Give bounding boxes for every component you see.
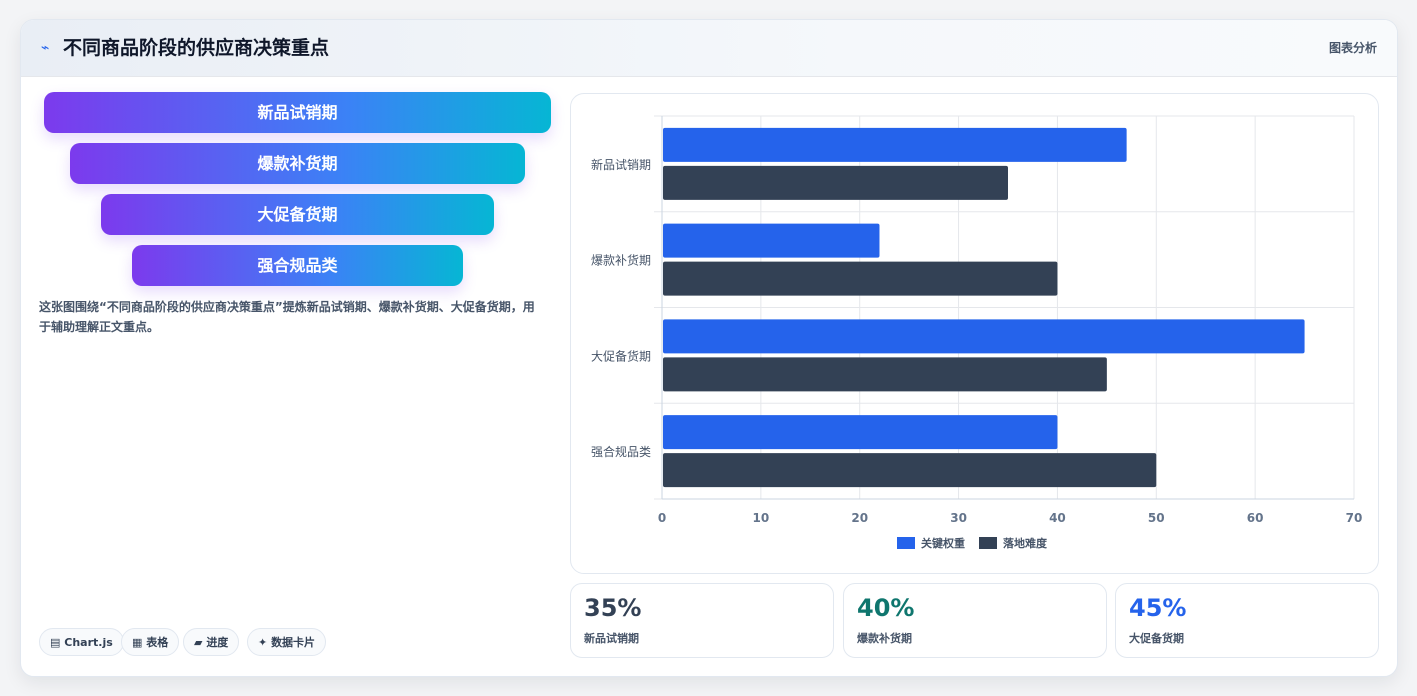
y-tick-label: 新品试销期 — [591, 157, 651, 172]
legend-label: 关键权重 — [921, 536, 965, 550]
y-tick-label: 大促备货期 — [591, 348, 651, 363]
chip-chartjs[interactable]: ▤ Chart.js — [39, 628, 124, 656]
x-tick-label: 60 — [1247, 511, 1264, 525]
funnel-step-2: 爆款补货期 — [70, 143, 525, 184]
y-tick-label: 强合规品类 — [591, 444, 651, 459]
table-icon: ▦ — [132, 636, 143, 649]
funnel-step-4: 强合规品类 — [132, 245, 463, 286]
card-header: ⌁ 不同商品阶段的供应商决策重点 图表分析 — [21, 20, 1397, 77]
bar-difficulty — [663, 357, 1107, 392]
x-tick-label: 0 — [658, 511, 666, 525]
bar-difficulty — [663, 261, 1058, 296]
bar-weight — [663, 415, 1058, 450]
x-tick-label: 20 — [851, 511, 868, 525]
legend-swatch — [897, 537, 915, 549]
funnel-step-3: 大促备货期 — [101, 194, 494, 235]
stat-card-1: 35% 新品试销期 — [570, 583, 834, 658]
sparkle-icon: ✦ — [258, 636, 268, 649]
page-title: 不同商品阶段的供应商决策重点 — [63, 37, 330, 59]
bar-weight — [663, 127, 1127, 162]
x-tick-label: 30 — [950, 511, 967, 525]
chip-label: 进度 — [206, 636, 229, 649]
chip-label: Chart.js — [64, 636, 113, 649]
bar-difficulty — [663, 453, 1157, 488]
chart-panel: 0 10 20 30 40 50 60 70 新品试销期爆款补货期大促备货期强合规品类关键权重 落… — [570, 93, 1379, 574]
x-tick-label: 50 — [1148, 511, 1165, 525]
bar-weight — [663, 319, 1305, 354]
stat-label: 大促备货期 — [1129, 632, 1184, 645]
funnel-step-1: 新品试销期 — [44, 92, 551, 133]
chip-table[interactable]: ▦ 表格 — [121, 628, 180, 656]
chart-icon: ▤ — [50, 636, 61, 649]
line-chart-icon: ⌁ — [41, 40, 50, 56]
y-tick-label: 爆款补货期 — [591, 253, 651, 268]
bar-difficulty — [663, 165, 1008, 200]
x-tick-label: 40 — [1049, 511, 1066, 525]
chip-data-card[interactable]: ✦ 数据卡片 — [247, 628, 327, 656]
chip-label: 表格 — [146, 636, 169, 649]
stat-label: 爆款补货期 — [857, 632, 912, 645]
chip-label: 数据卡片 — [271, 636, 316, 649]
stat-value: 45% — [1129, 594, 1187, 622]
progress-icon: ▰ — [194, 636, 203, 649]
stat-value: 35% — [584, 594, 642, 622]
chart-caption: 这张图围绕“不同商品阶段的供应商决策重点”提炼新品试销期、爆款补货期、大促备货期… — [39, 300, 535, 334]
chart-analysis-label: 图表分析 — [1328, 41, 1377, 55]
chip-progress[interactable]: ▰ 进度 — [183, 628, 240, 656]
stat-value: 40% — [857, 594, 915, 622]
stat-card-3: 45% 大促备货期 — [1115, 583, 1379, 658]
main-card: ⌁ 不同商品阶段的供应商决策重点 图表分析 新品试销期 爆款补货期 大促备货期 … — [20, 19, 1398, 677]
stat-label: 新品试销期 — [584, 632, 639, 645]
stat-card-2: 40% 爆款补货期 — [843, 583, 1107, 658]
bar-weight — [663, 223, 880, 258]
x-tick-label: 10 — [753, 511, 770, 525]
legend-swatch — [979, 537, 997, 549]
x-tick-label: 70 — [1346, 511, 1363, 525]
legend-label: 落地难度 — [1003, 536, 1048, 550]
